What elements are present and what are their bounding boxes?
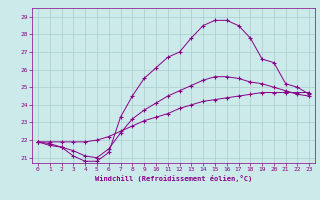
X-axis label: Windchill (Refroidissement éolien,°C): Windchill (Refroidissement éolien,°C) [95,175,252,182]
